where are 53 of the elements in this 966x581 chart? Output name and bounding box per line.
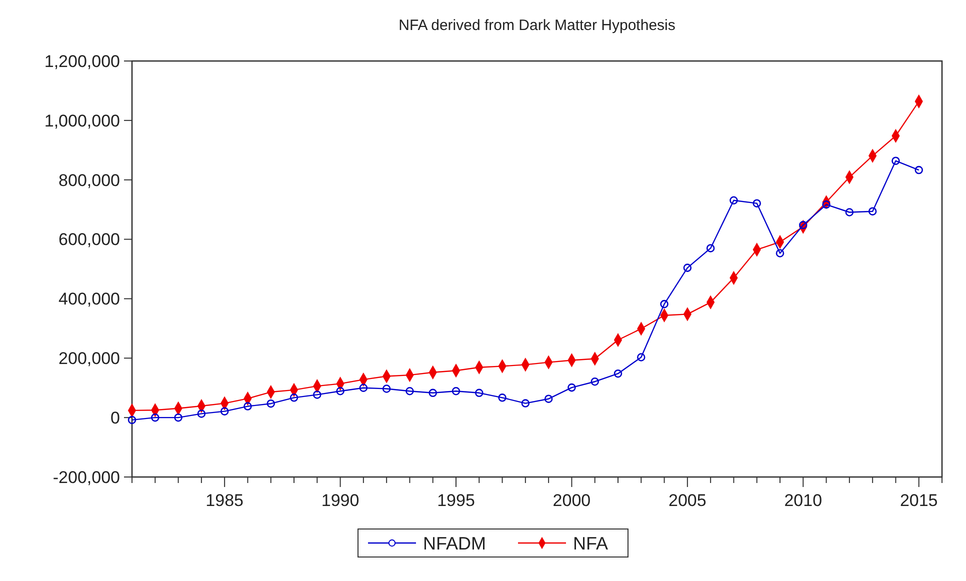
x-tick-label: 1985 — [206, 491, 244, 510]
point — [220, 407, 229, 416]
point — [475, 388, 484, 398]
x-tick-label: 2000 — [552, 491, 591, 510]
x-tick-label: 1995 — [437, 491, 475, 510]
point — [498, 394, 506, 402]
y-tick-label: 1,000,000 — [44, 111, 120, 130]
y-tick-label: 800,000 — [58, 170, 120, 190]
point — [336, 387, 344, 396]
point — [452, 387, 460, 396]
point — [128, 416, 136, 424]
point — [845, 208, 854, 216]
point — [151, 413, 160, 422]
point — [382, 384, 391, 393]
legend-label: NFA — [573, 533, 608, 554]
x-tick-label: 2015 — [900, 491, 938, 510]
point — [914, 166, 923, 174]
point — [614, 369, 622, 378]
point — [776, 249, 784, 258]
point — [730, 196, 738, 204]
point — [706, 244, 715, 252]
point — [752, 199, 761, 208]
point — [868, 207, 877, 216]
x-tick-label: 1990 — [321, 491, 360, 510]
x-tick-label: 2005 — [668, 491, 706, 510]
point — [428, 388, 437, 398]
legend-label: NFADM — [423, 533, 486, 554]
point — [822, 200, 830, 209]
point — [313, 390, 322, 399]
point — [544, 394, 553, 403]
point — [568, 383, 576, 392]
point — [359, 384, 368, 392]
point — [244, 402, 252, 410]
chart-title: NFA derived from Dark Matter Hypothesis — [398, 17, 676, 34]
point — [799, 220, 808, 230]
point — [892, 156, 900, 165]
y-tick-label: 1,200,000 — [44, 52, 120, 71]
point — [406, 387, 414, 396]
y-tick-label: 600,000 — [58, 230, 120, 250]
point — [197, 410, 206, 418]
point — [660, 300, 668, 308]
point — [637, 353, 646, 362]
point — [521, 399, 530, 408]
y-tick-label: 0 — [110, 408, 120, 428]
y-tick-label: -200,000 — [52, 468, 120, 487]
y-tick-label: 400,000 — [58, 290, 120, 309]
point — [174, 413, 182, 422]
point — [290, 394, 298, 402]
point — [590, 377, 599, 386]
point — [266, 399, 275, 408]
x-tick-label: 2010 — [784, 491, 822, 510]
point — [683, 264, 692, 272]
y-tick-label: 200,000 — [58, 349, 120, 368]
